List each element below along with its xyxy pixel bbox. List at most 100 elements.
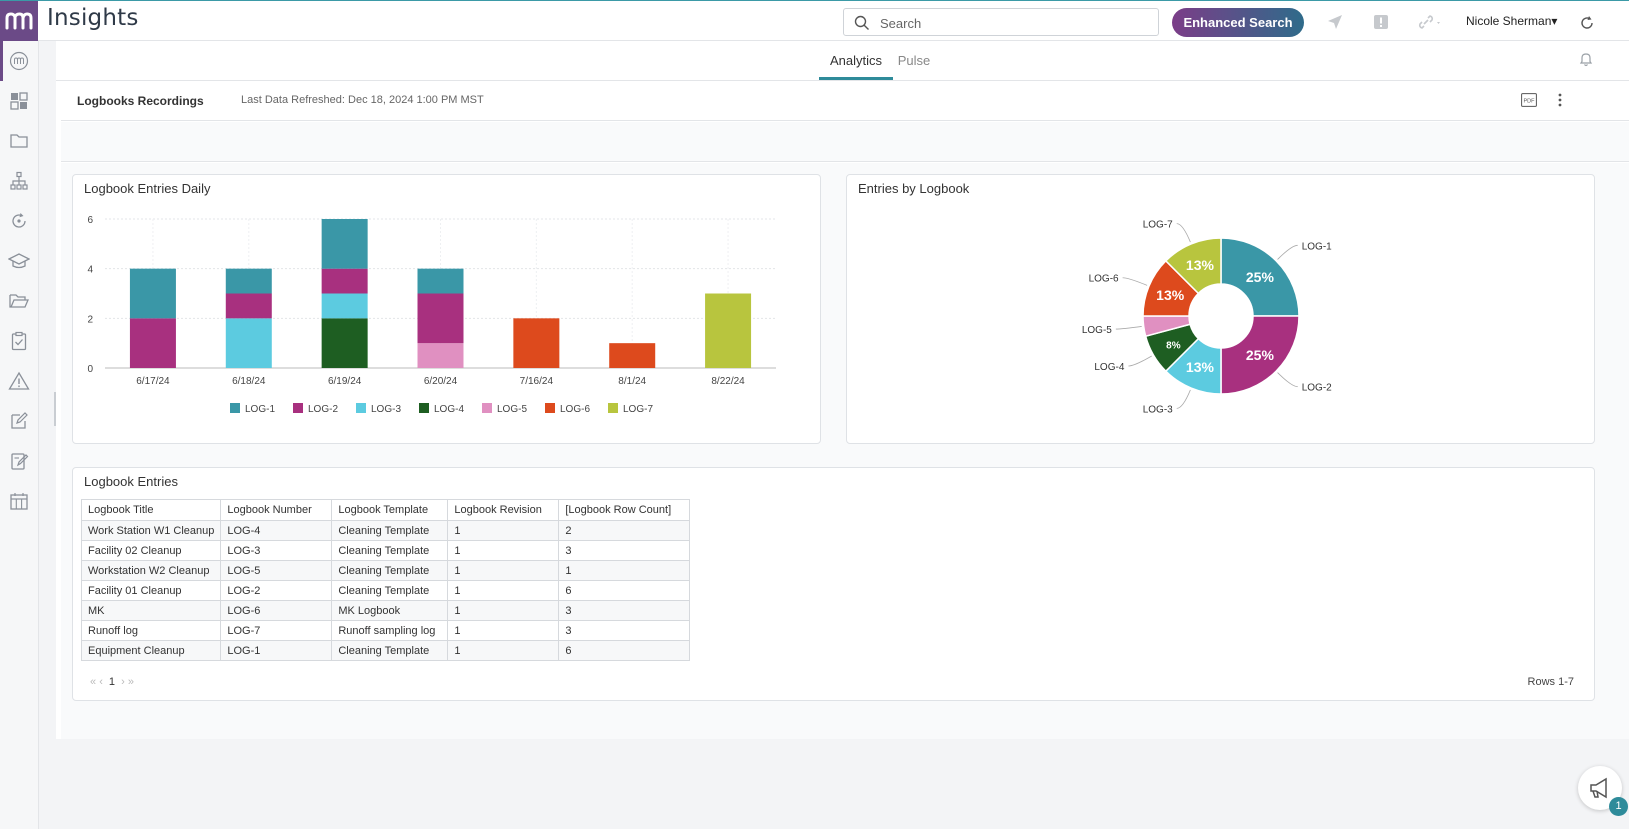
filter-strip — [61, 122, 1629, 162]
leader-line — [1122, 277, 1148, 286]
main-content: Analytics Pulse Logbooks Recordings Last… — [56, 41, 1629, 739]
bar-segment-log-5[interactable] — [417, 343, 464, 368]
clipboard-check-icon — [11, 331, 27, 351]
prev-page-button[interactable]: ‹ — [99, 676, 103, 688]
column-header[interactable]: Logbook Title — [80, 499, 222, 521]
nav-home[interactable] — [7, 49, 31, 73]
legend-label[interactable]: LOG-2 — [308, 404, 338, 415]
top-bar: Insights Enhanced Search Nicole Sherman▾ — [0, 0, 1629, 41]
logo-icon — [5, 12, 33, 30]
nav-files[interactable] — [7, 289, 31, 313]
bar-segment-log-2[interactable] — [225, 293, 272, 319]
nav-documents[interactable] — [7, 129, 31, 153]
nav-hierarchy[interactable] — [7, 169, 31, 193]
first-page-button[interactable]: « — [90, 676, 97, 688]
slice-percent-label: 8% — [1166, 341, 1181, 352]
legend-label[interactable]: LOG-7 — [623, 404, 653, 415]
column-header[interactable]: Logbook Template — [331, 499, 449, 521]
table-cell: Facility 02 Cleanup — [80, 540, 222, 561]
link-dropdown-icon[interactable] — [1418, 14, 1444, 30]
last-page-button[interactable]: » — [127, 676, 134, 688]
table-cell: Cleaning Template — [331, 640, 449, 661]
bar-segment-log-7[interactable] — [705, 293, 752, 369]
nav-events[interactable] — [7, 369, 31, 393]
x-tick-label: 6/19/24 — [328, 376, 362, 387]
current-page[interactable]: 1 — [108, 676, 116, 688]
left-navigation — [0, 41, 39, 829]
x-tick-label: 6/18/24 — [232, 376, 266, 387]
bar-segment-log-1[interactable] — [225, 268, 272, 294]
bar-segment-log-2[interactable] — [129, 318, 176, 368]
search-input[interactable] — [880, 13, 1150, 33]
user-menu[interactable]: Nicole Sherman▾ — [1466, 14, 1558, 28]
table-row: Runoff log LOG-7 Runoff sampling log 1 3 — [80, 620, 691, 641]
table-cell: 3 — [558, 620, 691, 641]
nav-edit[interactable] — [7, 409, 31, 433]
column-header[interactable]: Logbook Revision — [447, 499, 560, 521]
pdf-export-icon[interactable]: PDF — [1521, 93, 1537, 107]
logbook-table: Logbook Title Logbook Number Logbook Tem… — [80, 499, 691, 661]
alert-icon[interactable] — [1373, 14, 1389, 30]
bar-segment-log-1[interactable] — [417, 268, 464, 294]
table-row: MK LOG-6 MK Logbook 1 3 — [80, 600, 691, 621]
table-cell: MK Logbook — [331, 600, 449, 621]
bar-segment-log-4[interactable] — [321, 318, 368, 368]
bar-segment-log-1[interactable] — [321, 219, 368, 269]
column-header[interactable]: Logbook Number — [220, 499, 333, 521]
svg-text:PDF: PDF — [1524, 99, 1536, 105]
tab-analytics[interactable]: Analytics — [829, 53, 883, 68]
table-cell: Runoff sampling log — [331, 620, 449, 641]
legend-label[interactable]: LOG-3 — [371, 404, 401, 415]
nav-reports[interactable] — [7, 489, 31, 513]
legend-label[interactable]: LOG-6 — [560, 404, 590, 415]
legend-label[interactable]: LOG-1 — [245, 404, 275, 415]
active-tab-underline — [819, 77, 893, 80]
legend-swatch — [419, 403, 429, 413]
table-cell: LOG-3 — [220, 540, 333, 561]
x-tick-label: 8/22/24 — [711, 376, 745, 387]
bar-segment-log-3[interactable] — [321, 293, 368, 319]
table-cell: Cleaning Template — [331, 520, 449, 541]
bar-segment-log-6[interactable] — [609, 343, 656, 368]
bar-segment-log-6[interactable] — [513, 318, 560, 368]
bell-icon[interactable] — [1578, 51, 1594, 67]
table-cell: LOG-6 — [220, 600, 333, 621]
table-row: Facility 01 Cleanup LOG-2 Cleaning Templat… — [80, 580, 691, 601]
refresh-icon[interactable] — [1579, 15, 1595, 31]
nav-dashboards[interactable] — [7, 89, 31, 113]
donut-slice-log-1[interactable] — [1220, 237, 1300, 317]
open-folder-icon — [9, 294, 29, 308]
chart-card-entries-daily: Logbook Entries Daily 0 2 4 6 6/17/24 6/18/24… — [72, 174, 821, 444]
table-cell: Equipment Cleanup — [80, 640, 222, 661]
leader-line — [1128, 355, 1152, 367]
table-row: Facility 02 Cleanup LOG-3 Cleaning Templat… — [80, 540, 691, 561]
megaphone-icon — [1590, 777, 1607, 799]
next-page-button[interactable]: › — [121, 676, 125, 688]
slice-percent-label: 13% — [1186, 257, 1215, 273]
donut-slice-log-2[interactable] — [1220, 315, 1300, 395]
table-cell: LOG-7 — [220, 620, 333, 641]
nav-training[interactable] — [7, 249, 31, 273]
legend-label[interactable]: LOG-5 — [497, 404, 527, 415]
dashboard-header: Logbooks Recordings Last Data Refreshed:… — [61, 81, 1629, 121]
app-logo[interactable] — [0, 1, 38, 41]
legend-label[interactable]: LOG-4 — [434, 404, 464, 415]
donut-slice-log-7[interactable] — [1164, 237, 1222, 295]
bar-segment-log-1[interactable] — [129, 268, 176, 319]
bar-segment-log-2[interactable] — [321, 268, 368, 294]
column-header[interactable]: [Logbook Row Count] — [558, 499, 691, 521]
more-options-icon[interactable] — [1553, 91, 1567, 109]
enhanced-search-button[interactable]: Enhanced Search — [1172, 8, 1304, 37]
nav-cycles[interactable] — [7, 209, 31, 233]
nav-tasks[interactable] — [7, 329, 31, 353]
bar-segment-log-2[interactable] — [417, 293, 464, 344]
tab-pulse[interactable]: Pulse — [897, 53, 931, 68]
slice-percent-label: 25% — [1246, 269, 1275, 285]
nav-forms[interactable] — [7, 449, 31, 473]
chart-title: Logbook Entries Daily — [84, 181, 211, 196]
bar-segment-log-3[interactable] — [225, 318, 272, 368]
table-cell: Runoff log — [80, 620, 222, 641]
navigate-icon[interactable] — [1327, 14, 1343, 30]
search-box[interactable] — [843, 8, 1159, 36]
table-cell: MK — [80, 600, 222, 621]
